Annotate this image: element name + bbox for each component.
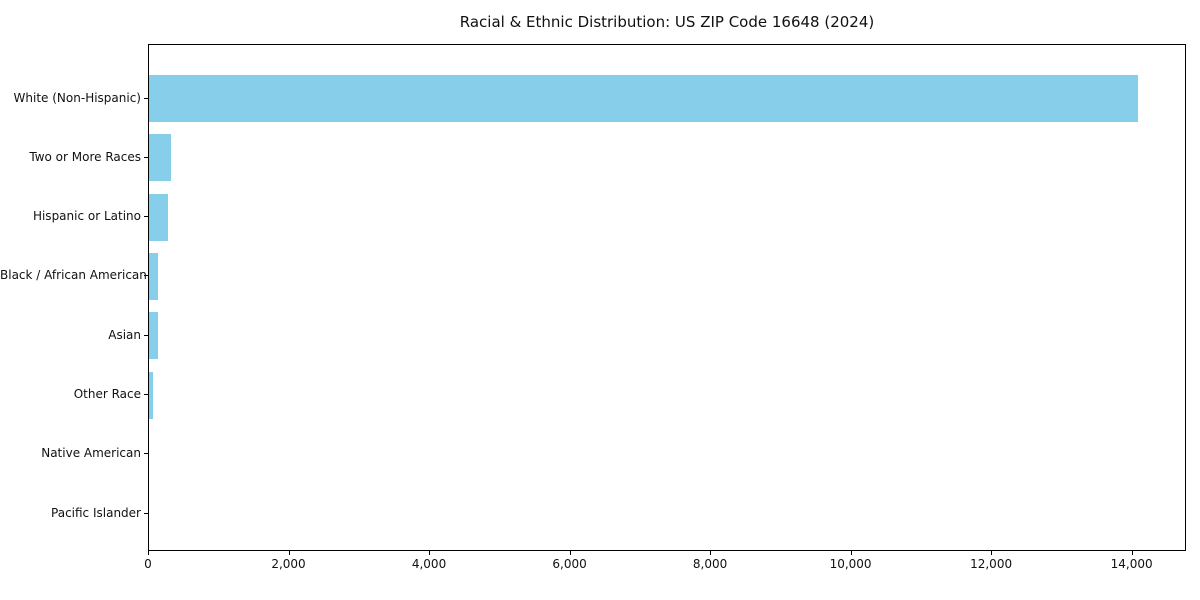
y-axis-label-white-non-hispanic: White (Non-Hispanic) xyxy=(13,90,141,105)
x-tick-label: 2,000 xyxy=(271,557,306,571)
x-tick-mark xyxy=(1131,551,1133,555)
y-tick-mark xyxy=(144,512,148,514)
x-tick-label: 6,000 xyxy=(552,557,587,571)
x-tick-label: 4,000 xyxy=(411,557,447,571)
x-tick-label: 0 xyxy=(144,557,152,571)
x-tick-mark xyxy=(850,551,852,555)
plot-area xyxy=(148,44,1186,551)
y-tick-mark xyxy=(144,453,148,455)
y-axis-label-hispanic-or-latino: Hispanic or Latino xyxy=(32,209,141,224)
y-axis-label-native-american: Native American xyxy=(41,446,141,461)
x-tick-label: 12,000 xyxy=(970,557,1013,571)
x-tick-mark xyxy=(288,551,290,555)
bar-asian xyxy=(149,312,158,360)
y-tick-mark xyxy=(144,156,148,158)
x-tick-mark xyxy=(991,551,993,555)
y-axis-label-two-or-more-races: Two or More Races xyxy=(29,149,141,164)
x-tick-label: 8,000 xyxy=(692,557,728,571)
x-tick-label: 10,000 xyxy=(829,557,872,571)
y-tick-mark xyxy=(144,334,148,336)
x-tick-label: 14,000 xyxy=(1110,557,1153,571)
y-axis-label-asian: Asian xyxy=(108,327,141,342)
x-tick-mark xyxy=(429,551,431,555)
chart-title: Racial & Ethnic Distribution: US ZIP Cod… xyxy=(459,13,875,31)
x-tick-mark xyxy=(710,551,712,555)
bar-other-race xyxy=(149,371,153,419)
bar-white-non-hispanic xyxy=(149,75,1138,122)
x-tick-mark xyxy=(569,551,571,555)
y-tick-mark xyxy=(144,216,148,218)
y-tick-mark xyxy=(144,97,148,99)
y-axis-label-black-african-american: Black / African American xyxy=(0,268,147,283)
y-axis-label-other-race: Other Race xyxy=(73,387,141,401)
bar-black-african-american xyxy=(149,252,158,300)
y-tick-mark xyxy=(144,275,148,277)
bar-hispanic-or-latino xyxy=(149,193,169,241)
y-tick-mark xyxy=(144,394,148,395)
y-axis-label-pacific-islander: Pacific Islander xyxy=(51,505,141,520)
bar-two-or-more-races xyxy=(149,134,171,182)
x-tick-mark xyxy=(148,551,149,555)
